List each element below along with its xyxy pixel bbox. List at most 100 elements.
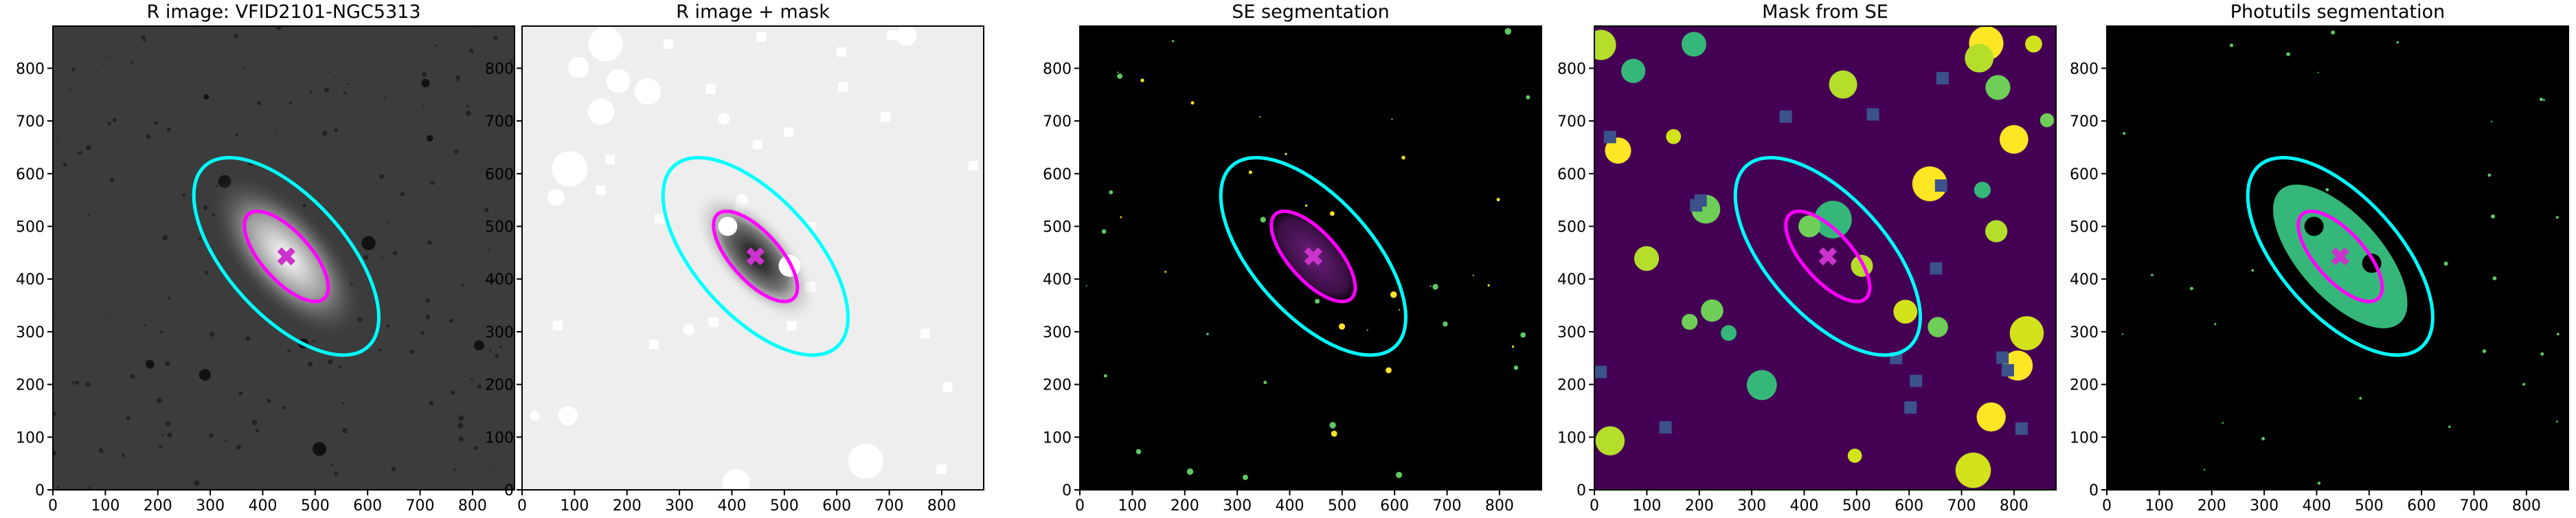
star [98, 448, 104, 453]
center-marker [1818, 247, 1838, 266]
segment [1338, 323, 1346, 330]
y-tick-label: 800 [485, 60, 514, 78]
mask-region [605, 155, 615, 165]
star [53, 411, 56, 416]
star [112, 117, 117, 122]
star [400, 192, 405, 196]
star [126, 416, 131, 420]
star [245, 336, 251, 341]
y-tick-label: 700 [16, 113, 45, 131]
mask-region [1694, 194, 1707, 207]
star [141, 35, 146, 39]
segment [2396, 41, 2399, 44]
mask-region [1996, 351, 2009, 364]
star [78, 150, 82, 155]
star [493, 35, 498, 41]
star [460, 284, 464, 287]
x-tick-label: 500 [301, 497, 330, 515]
star [331, 463, 334, 466]
star [194, 480, 200, 486]
star [85, 145, 91, 150]
x-tick-label: 500 [1328, 497, 1357, 515]
segment [2317, 71, 2320, 74]
segment [2325, 188, 2329, 192]
segment [1391, 118, 1393, 120]
y-tick-label: 700 [1557, 113, 1586, 131]
y-tick-label: 400 [485, 271, 514, 289]
mask-region [1910, 374, 1923, 387]
ellipse [1269, 210, 1357, 304]
star [167, 297, 170, 300]
segment [1304, 204, 1308, 207]
star [56, 140, 59, 142]
mask-region [1701, 299, 1724, 322]
x-tick-label: 400 [1275, 497, 1304, 515]
star [457, 423, 464, 429]
y-tick-label: 100 [16, 429, 45, 447]
segment [1401, 155, 1405, 160]
y-tick-label: 0 [1062, 482, 1072, 499]
y-tick-label: 700 [2070, 113, 2099, 131]
star [489, 349, 492, 352]
y-tick-label: 500 [1557, 218, 1586, 236]
star [145, 360, 148, 363]
segment [1085, 284, 1087, 286]
mask-region [2009, 316, 2044, 350]
star [454, 149, 459, 154]
segment [1117, 74, 1122, 79]
y-tick-label: 700 [1043, 113, 1072, 131]
star [121, 453, 125, 458]
segment [2539, 98, 2543, 102]
y-tick-label: 600 [16, 166, 45, 183]
center-marker [277, 247, 295, 266]
x-tick-label: 0 [1590, 497, 1599, 515]
star [334, 128, 338, 133]
ellipse [1733, 156, 1922, 357]
ellipse [2296, 210, 2384, 304]
star [456, 78, 460, 82]
star [156, 398, 162, 404]
x-tick-label: 300 [1223, 497, 1252, 515]
mask-region [1912, 166, 1947, 201]
y-tick-label: 200 [1043, 377, 1072, 394]
y-tick-label: 0 [504, 482, 514, 499]
star [197, 27, 199, 29]
star [409, 349, 414, 354]
star [102, 65, 104, 67]
segment [2286, 52, 2290, 56]
star [63, 163, 67, 167]
star [328, 359, 333, 365]
star [107, 122, 111, 126]
segment [2304, 216, 2324, 236]
star [224, 440, 227, 442]
x-tick-label: 400 [2302, 497, 2331, 515]
star [307, 361, 313, 367]
mask-region [837, 47, 847, 57]
star [495, 354, 499, 359]
star [160, 330, 163, 334]
y-tick-label: 600 [485, 166, 514, 183]
y-tick-label: 800 [16, 60, 45, 78]
mask-region [1999, 125, 2029, 154]
center-marker [746, 247, 765, 266]
star [499, 345, 502, 348]
segment [1366, 329, 1368, 331]
segment [2359, 396, 2362, 400]
mask-region [1847, 448, 1862, 463]
star [87, 214, 90, 216]
x-tick-label: 600 [2407, 497, 2436, 515]
star [142, 38, 146, 42]
image [53, 26, 515, 490]
panel: 0 100 200 300 400 500 600 700 800 0 100 200 300 400 50… [1043, 1, 1542, 515]
star [490, 468, 492, 470]
segment [1259, 115, 1261, 118]
segment [2556, 333, 2560, 336]
y-tick-label: 200 [485, 377, 514, 394]
star [159, 444, 163, 449]
y-tick-label: 700 [485, 113, 514, 131]
mask-region [1594, 365, 1607, 379]
star [312, 442, 327, 456]
star [363, 254, 369, 260]
star [109, 177, 115, 182]
y-tick-label: 100 [1557, 429, 1586, 447]
